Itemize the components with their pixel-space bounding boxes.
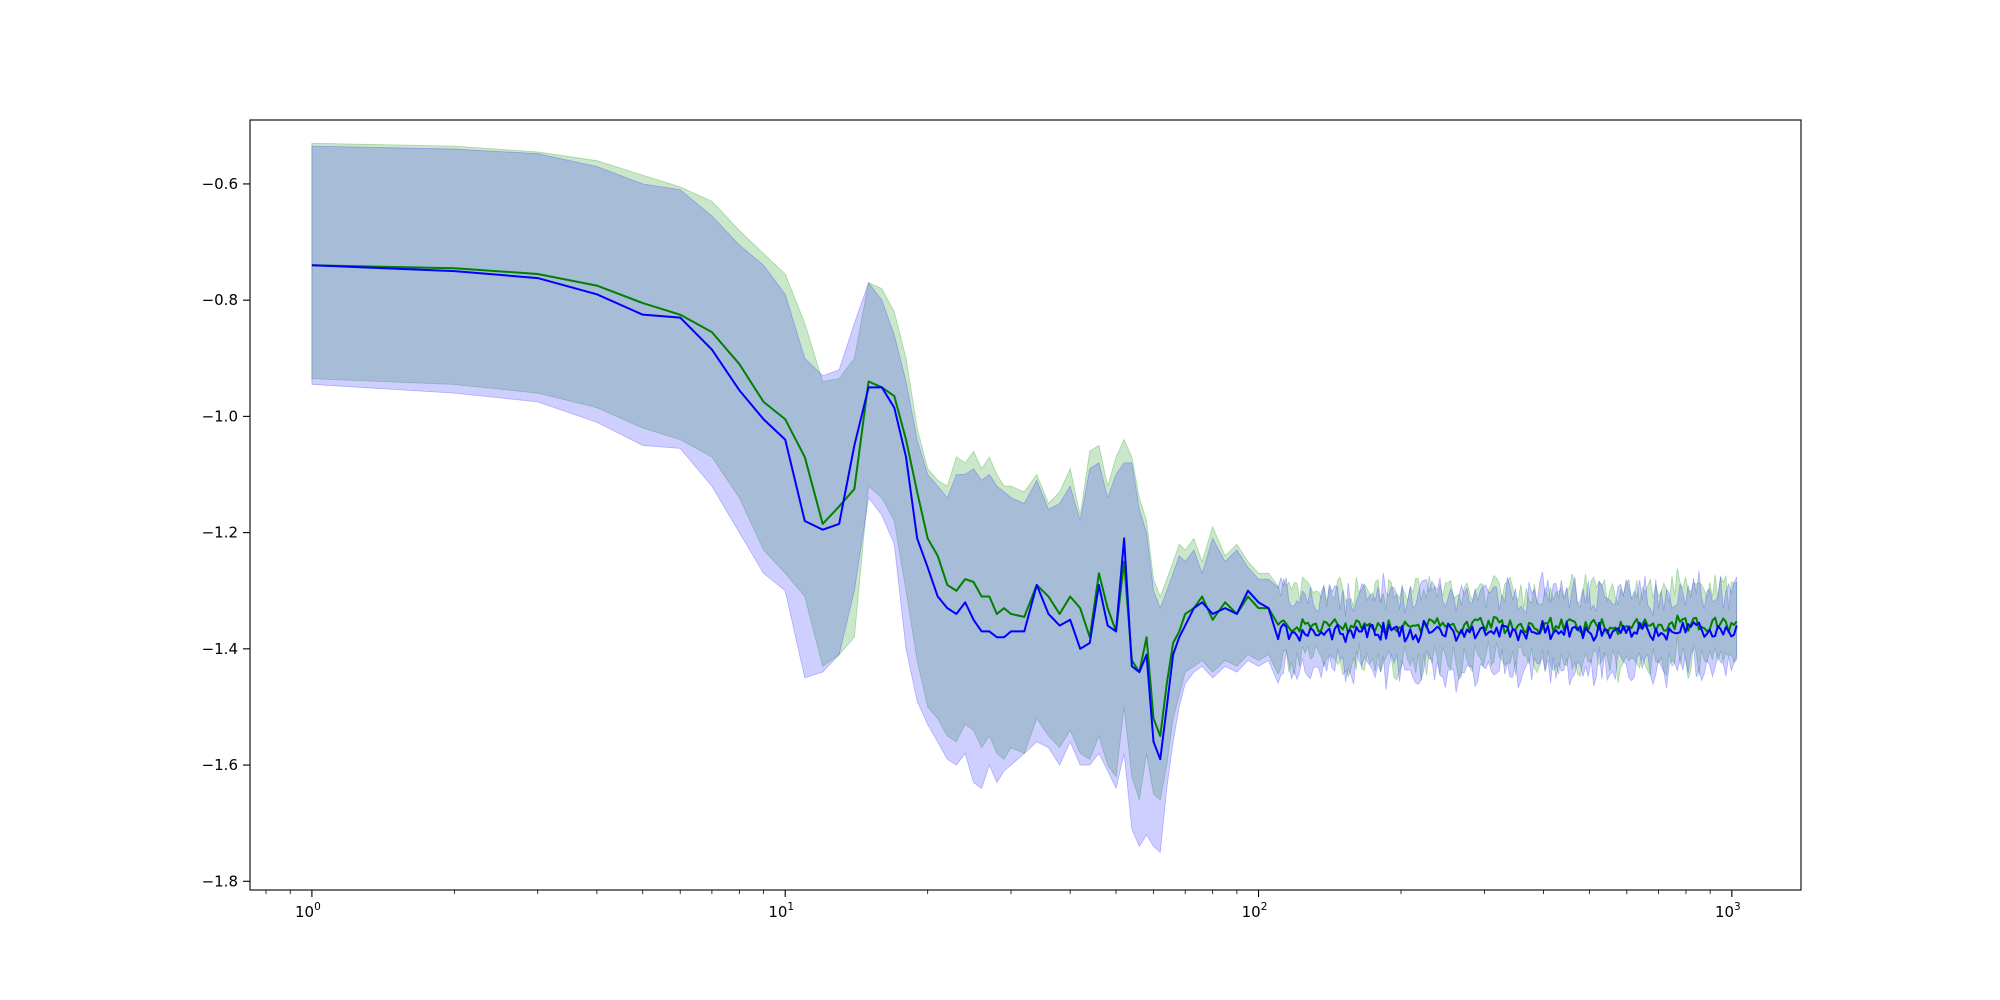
y-tick-label: −1.6	[202, 756, 238, 774]
plot-frame	[249, 119, 1802, 891]
y-tick-label: −1.8	[202, 872, 238, 890]
y-axis: −0.6 −0.8 −1.0 −1.2 −1.4 −1.6 −1.8	[202, 175, 250, 890]
x-tick-label: 101	[768, 901, 794, 921]
y-tick-label: −1.4	[202, 640, 238, 658]
x-tick-exponent: 2	[1261, 901, 1268, 913]
x-tick-base: 10	[1715, 903, 1734, 921]
x-tick-base: 10	[768, 903, 787, 921]
x-axis: 100 101 102 103	[265, 890, 1741, 921]
x-tick-exponent: 0	[314, 901, 321, 913]
x-tick-base: 10	[295, 903, 314, 921]
x-tick-label: 103	[1715, 901, 1741, 921]
x-tick-label: 100	[295, 901, 321, 921]
y-tick-label: −1.0	[202, 407, 238, 425]
series-2-line	[311, 264, 1738, 761]
series-lines	[311, 264, 1738, 761]
x-tick-exponent: 3	[1734, 901, 1741, 913]
y-tick-label: −0.6	[202, 175, 238, 193]
series-2-band	[311, 145, 1738, 854]
confidence-bands	[311, 142, 1738, 854]
y-tick-label: −0.8	[202, 291, 238, 309]
y-tick-label: −1.2	[202, 524, 238, 542]
x-tick-base: 10	[1242, 903, 1261, 921]
x-tick-label: 102	[1242, 901, 1268, 921]
x-tick-exponent: 1	[787, 901, 794, 913]
series-1-line	[311, 264, 1738, 737]
